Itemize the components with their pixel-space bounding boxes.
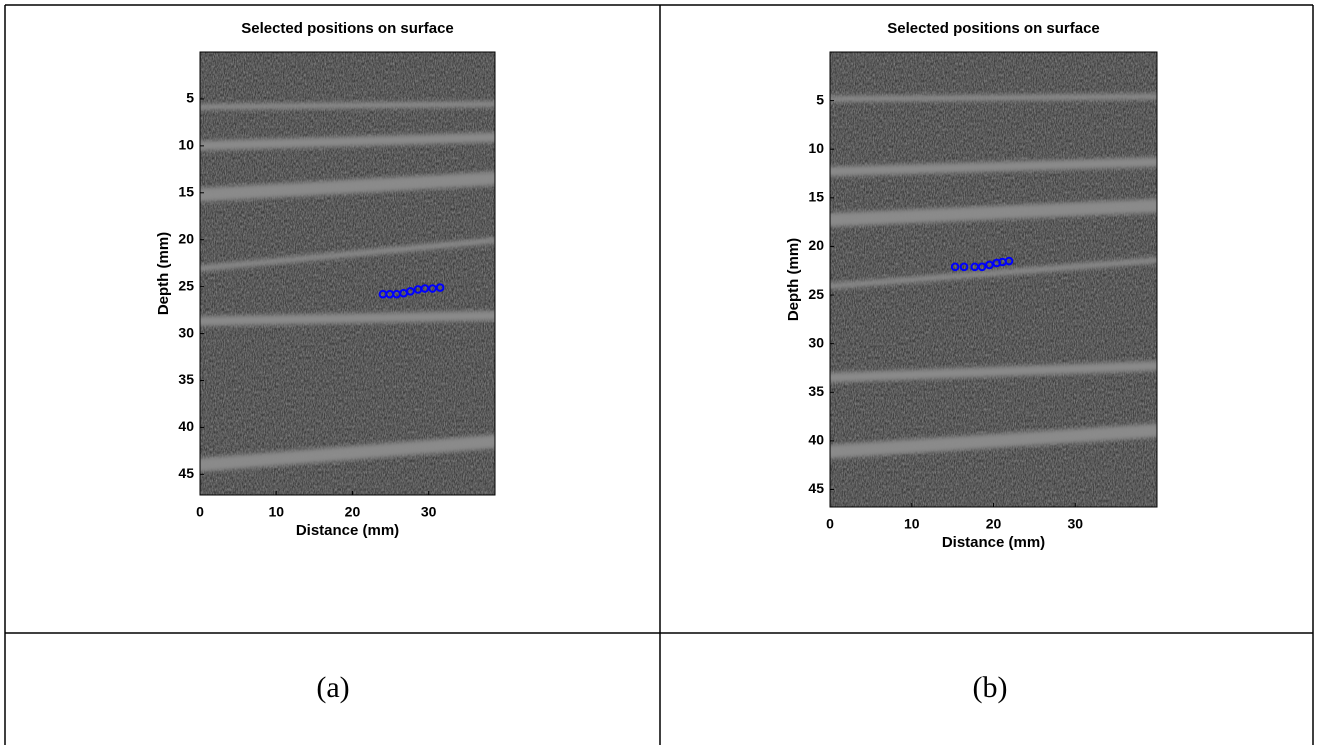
y-tick-label: 20 [178, 230, 194, 246]
marker [435, 283, 445, 292]
marker [420, 284, 430, 293]
chart-title: Selected positions on surface [241, 20, 454, 37]
chart: 0 10 20 30 5 10 15 20 25 30 35 40 45 Selected positio… [785, 20, 1158, 551]
marker [985, 260, 994, 270]
y-axis-label: Depth (mm) [155, 232, 172, 315]
y-tick-label: 10 [808, 140, 824, 156]
y-tick-label: 25 [178, 277, 194, 293]
x-tick-label: 20 [986, 516, 1002, 532]
y-tick-label: 30 [808, 334, 824, 350]
y-tick-label: 5 [816, 91, 824, 107]
y-axis-label: Depth (mm) [785, 238, 802, 321]
caption: (a) [316, 671, 349, 704]
ultrasound-image [830, 52, 1157, 507]
marker [959, 262, 969, 272]
x-tick-label: 0 [826, 516, 834, 532]
y-tick-label: 10 [178, 137, 194, 153]
y-tick-label: 45 [808, 480, 824, 496]
caption: (b) [973, 671, 1008, 704]
marker [428, 284, 437, 293]
marker [950, 262, 960, 272]
x-axis-label: Distance (mm) [296, 522, 399, 539]
y-tick-label: 40 [808, 432, 824, 448]
y-tick-label: 45 [178, 465, 194, 481]
y-tick-label: 30 [178, 324, 194, 340]
marker [406, 287, 415, 296]
marker [977, 262, 987, 272]
x-tick-label: 30 [421, 504, 437, 520]
chart-title: Selected positions on surface [887, 20, 1100, 37]
ultrasound-image [200, 52, 495, 495]
y-tick-label: 40 [178, 418, 194, 434]
y-tick-label: 15 [808, 189, 824, 205]
table-borders [4, 4, 1314, 745]
x-tick-label: 10 [904, 516, 920, 532]
x-tick-label: 10 [268, 504, 284, 520]
y-tick-label: 35 [808, 383, 824, 399]
chart: 0 10 20 30 5 10 15 20 25 30 35 40 45 Selected positio… [155, 20, 496, 539]
x-tick-label: 0 [196, 504, 204, 520]
plot-frame [199, 51, 496, 496]
x-axis-label: Distance (mm) [942, 534, 1045, 551]
y-tick-label: 35 [178, 371, 194, 387]
y-tick-label: 20 [808, 237, 824, 253]
marker [1004, 256, 1014, 266]
y-tick-label: 5 [186, 90, 194, 106]
x-tick-label: 30 [1067, 516, 1083, 532]
y-tick-label: 15 [178, 183, 194, 199]
x-tick-label: 20 [345, 504, 361, 520]
y-tick-label: 25 [808, 286, 824, 302]
